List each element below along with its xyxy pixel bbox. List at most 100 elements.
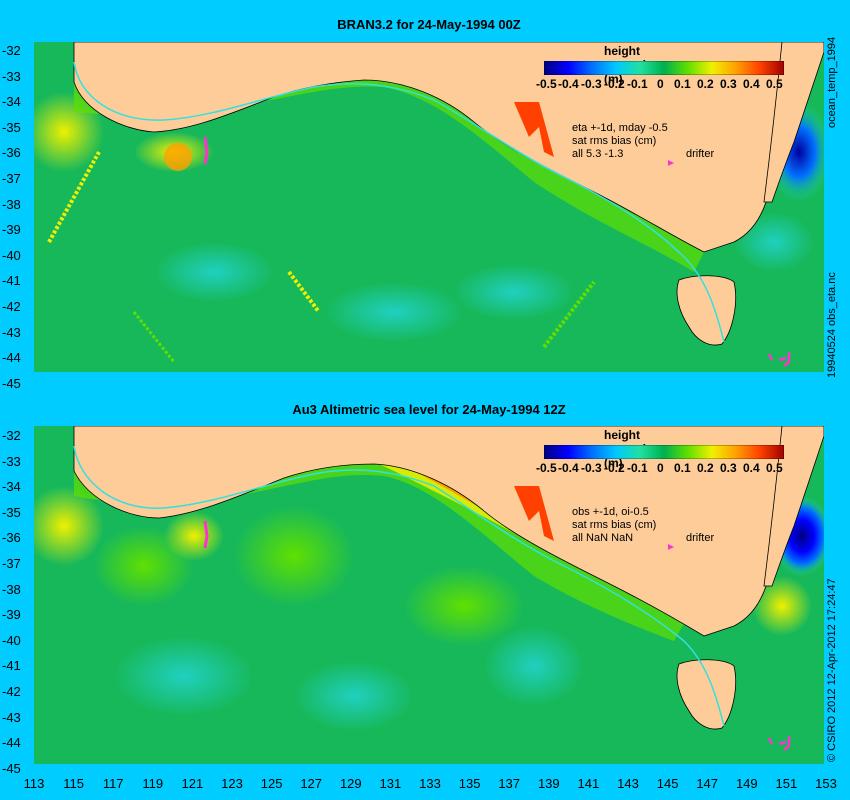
- colorbar-tick: 0.2: [697, 77, 714, 91]
- x-tick-label: 147: [696, 776, 719, 791]
- x-tick-label: 121: [181, 776, 204, 791]
- ocean-eddy: [404, 566, 524, 646]
- colorbar-tick: -0.4: [558, 461, 579, 475]
- y-tick-label: -43: [2, 324, 21, 340]
- x-tick-label: 131: [379, 776, 402, 791]
- y-tick-label: -37: [2, 171, 21, 186]
- ocean-eddy: [324, 282, 464, 342]
- colorbar-tick: -0.5: [536, 461, 557, 475]
- note-line: obs +-1d, oi-0.5: [572, 506, 649, 518]
- ocean-eddy: [454, 264, 574, 320]
- drifter-legend-marker: [668, 160, 674, 166]
- note-line: eta +-1d, mday -0.5: [572, 122, 668, 134]
- satellite-track: [542, 280, 596, 349]
- colorbar-tick: 0.4: [743, 77, 760, 91]
- x-tick-label: 151: [775, 776, 798, 791]
- colorbar-tick: 0: [657, 461, 664, 475]
- x-tick-label: 129: [339, 776, 362, 791]
- east-coast-land: [763, 42, 824, 203]
- y-tick-label: -32: [2, 428, 21, 443]
- x-tick-label: 133: [419, 776, 441, 791]
- colorbar-gradient: [544, 61, 784, 75]
- x-tick-label: 113: [23, 776, 45, 791]
- drifter-label: drifter: [686, 532, 715, 544]
- colorbar-tick: -0.2: [604, 461, 625, 475]
- x-tick-label: 117: [102, 776, 124, 791]
- y-tick-label: -40: [2, 247, 21, 263]
- y-tick-label: -38: [2, 196, 21, 212]
- top-side-label-1: ocean_temp_1994: [826, 36, 838, 128]
- ocean-eddy: [234, 506, 354, 606]
- note-line: all 5.3 -1.3: [572, 148, 624, 160]
- y-tick-label: -37: [2, 556, 21, 571]
- ocean-eddy: [484, 626, 584, 706]
- x-tick-label: 127: [300, 776, 323, 791]
- bottom-side-label: © CSIRO 2012 12-Apr-2012 17:24:47: [826, 578, 838, 762]
- warm-eddy: [164, 143, 192, 171]
- warm-eddy: [752, 576, 812, 636]
- y-tick-label: -33: [2, 453, 21, 469]
- x-tick-label: 143: [617, 776, 639, 791]
- ocean-eddy: [154, 242, 274, 302]
- spencer-gulf: [514, 486, 554, 541]
- x-tick-label: 145: [656, 776, 679, 791]
- tasmania: [676, 659, 737, 730]
- x-tick-label: 135: [458, 776, 481, 791]
- y-tick-label: -45: [2, 375, 21, 391]
- y-tick-label: -36: [2, 530, 21, 546]
- drifter-track: [203, 520, 209, 549]
- ocean-eddy: [734, 212, 814, 272]
- colorbar-tick: -0.1: [627, 77, 648, 91]
- y-tick-label: -33: [2, 68, 21, 84]
- bottom-map-note: obs +-1d, oi-0.5 sat rms bias (cm) all N…: [572, 506, 656, 545]
- x-tick-label: 141: [577, 776, 600, 791]
- colorbar-gradient: [544, 445, 784, 459]
- y-tick-label: -40: [2, 632, 21, 648]
- tasmania: [676, 275, 737, 346]
- top-side-label-2: 19940524 obs_eta.nc: [826, 272, 838, 378]
- bottom-map-svg: [34, 426, 824, 764]
- colorbar-tick: 0: [657, 77, 664, 91]
- colorbar-tick: -0.3: [581, 77, 602, 91]
- y-tick-label: -39: [2, 222, 21, 238]
- colorbar-tick: 0.5: [766, 77, 783, 91]
- coast-current-contour: [73, 445, 725, 727]
- y-tick-label: -42: [2, 684, 21, 699]
- colorbar-tick: -0.3: [581, 461, 602, 475]
- x-tick-label: 115: [63, 776, 84, 791]
- drifter-track: [203, 136, 209, 165]
- colorbar-tick: 0.3: [720, 77, 737, 91]
- colorbar-tick: -0.1: [627, 461, 648, 475]
- x-tick-label: 153: [815, 776, 837, 791]
- bottom-panel-title: Au3 Altimetric sea level for 24-May-1994…: [292, 402, 566, 417]
- y-tick-label: -38: [2, 581, 21, 597]
- colorbar-tick: 0.1: [674, 461, 691, 475]
- ocean-eddy: [164, 511, 224, 561]
- colorbar-tick: 0.1: [674, 77, 691, 91]
- ocean-eddy: [34, 486, 104, 566]
- y-tick-label: -41: [2, 273, 21, 289]
- y-tick-label: -42: [2, 299, 21, 314]
- y-tick-label: -44: [2, 350, 21, 366]
- colorbar-tick: 0.5: [766, 461, 783, 475]
- y-tick-label: -34: [2, 94, 21, 110]
- x-tick-label: 125: [260, 776, 283, 791]
- top-panel-title: BRAN3.2 for 24-May-1994 00Z: [337, 17, 521, 32]
- note-line: sat rms bias (cm): [572, 519, 657, 531]
- satellite-track: [132, 311, 176, 363]
- top-map-note: eta +-1d, mday -0.5 sat rms bias (cm) al…: [572, 122, 668, 161]
- ocean-eddy: [114, 636, 254, 716]
- drifter-label: drifter: [686, 148, 715, 160]
- colorbar-tick: -0.2: [604, 77, 625, 91]
- satellite-track: [47, 151, 101, 243]
- y-tick-label: -43: [2, 709, 21, 725]
- bottom-map: height anomaly (m) -0.5 -0.4 -0.3 -0.2 -…: [34, 426, 824, 764]
- note-line: sat rms bias (cm): [572, 135, 657, 147]
- drifter-track: [767, 352, 791, 367]
- drifter-legend-marker: [668, 544, 674, 550]
- y-tick-label: -44: [2, 735, 21, 751]
- colorbar-tick: 0.4: [743, 461, 760, 475]
- y-tick-label: -41: [2, 658, 21, 674]
- x-tick-label: 123: [221, 776, 243, 791]
- ocean-eddy: [294, 661, 414, 731]
